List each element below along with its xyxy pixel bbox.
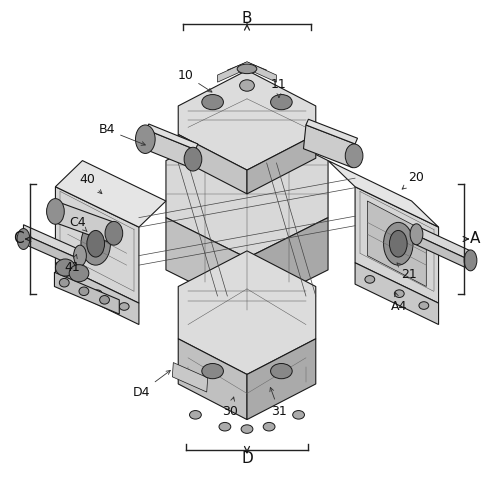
Text: B: B [242, 11, 252, 25]
Polygon shape [328, 161, 439, 227]
Ellipse shape [202, 363, 223, 379]
Polygon shape [247, 217, 328, 310]
Polygon shape [178, 339, 247, 420]
Polygon shape [217, 62, 277, 82]
Polygon shape [368, 201, 426, 286]
Ellipse shape [135, 125, 155, 153]
Polygon shape [24, 225, 82, 261]
Text: 11: 11 [271, 78, 287, 98]
Ellipse shape [345, 144, 363, 168]
Polygon shape [306, 119, 358, 144]
Polygon shape [146, 124, 198, 150]
Ellipse shape [87, 230, 105, 257]
Text: D: D [241, 451, 253, 466]
Ellipse shape [271, 95, 292, 110]
Ellipse shape [119, 303, 129, 310]
Ellipse shape [383, 222, 413, 265]
Ellipse shape [79, 287, 89, 295]
Polygon shape [55, 187, 139, 303]
Ellipse shape [394, 290, 404, 297]
Ellipse shape [237, 64, 257, 74]
Polygon shape [414, 225, 470, 261]
Text: 30: 30 [222, 397, 238, 417]
Text: 21: 21 [397, 263, 417, 281]
Ellipse shape [46, 198, 64, 224]
Text: C: C [13, 231, 24, 247]
Ellipse shape [240, 80, 254, 91]
Text: D4: D4 [132, 370, 170, 399]
Ellipse shape [92, 290, 102, 297]
Ellipse shape [74, 245, 86, 266]
Ellipse shape [263, 423, 275, 431]
Ellipse shape [17, 228, 30, 250]
Ellipse shape [105, 221, 123, 245]
Ellipse shape [184, 147, 202, 171]
Text: 41: 41 [65, 254, 81, 274]
Ellipse shape [389, 230, 407, 257]
Polygon shape [55, 263, 139, 325]
Ellipse shape [219, 423, 231, 431]
Polygon shape [166, 217, 247, 310]
Text: 20: 20 [402, 171, 424, 189]
Ellipse shape [292, 411, 304, 419]
Polygon shape [166, 120, 328, 258]
Text: 40: 40 [80, 173, 102, 194]
Polygon shape [55, 161, 166, 227]
Polygon shape [24, 234, 82, 270]
Polygon shape [54, 272, 119, 314]
Text: A: A [470, 231, 481, 247]
Ellipse shape [100, 295, 110, 304]
Ellipse shape [55, 259, 75, 276]
Polygon shape [355, 187, 439, 303]
Text: A4: A4 [391, 293, 408, 313]
Polygon shape [227, 62, 267, 70]
Ellipse shape [419, 302, 429, 309]
Polygon shape [247, 134, 316, 194]
Ellipse shape [365, 276, 375, 283]
Ellipse shape [81, 222, 111, 265]
Ellipse shape [69, 265, 89, 282]
Ellipse shape [241, 425, 253, 434]
Text: C4: C4 [69, 216, 87, 232]
Ellipse shape [190, 411, 202, 419]
Polygon shape [414, 234, 470, 270]
Polygon shape [144, 130, 196, 169]
Ellipse shape [202, 95, 223, 110]
Polygon shape [178, 70, 316, 170]
Text: B4: B4 [99, 123, 145, 145]
Ellipse shape [65, 276, 75, 283]
Polygon shape [178, 134, 247, 194]
Ellipse shape [271, 363, 292, 379]
Ellipse shape [59, 279, 69, 287]
Polygon shape [247, 339, 316, 420]
Polygon shape [54, 201, 115, 244]
Polygon shape [303, 125, 355, 168]
Text: 10: 10 [178, 68, 212, 92]
Ellipse shape [464, 250, 477, 271]
Polygon shape [172, 362, 207, 392]
Polygon shape [178, 251, 316, 374]
Text: 31: 31 [270, 388, 287, 417]
Polygon shape [355, 263, 439, 325]
Ellipse shape [410, 224, 423, 245]
